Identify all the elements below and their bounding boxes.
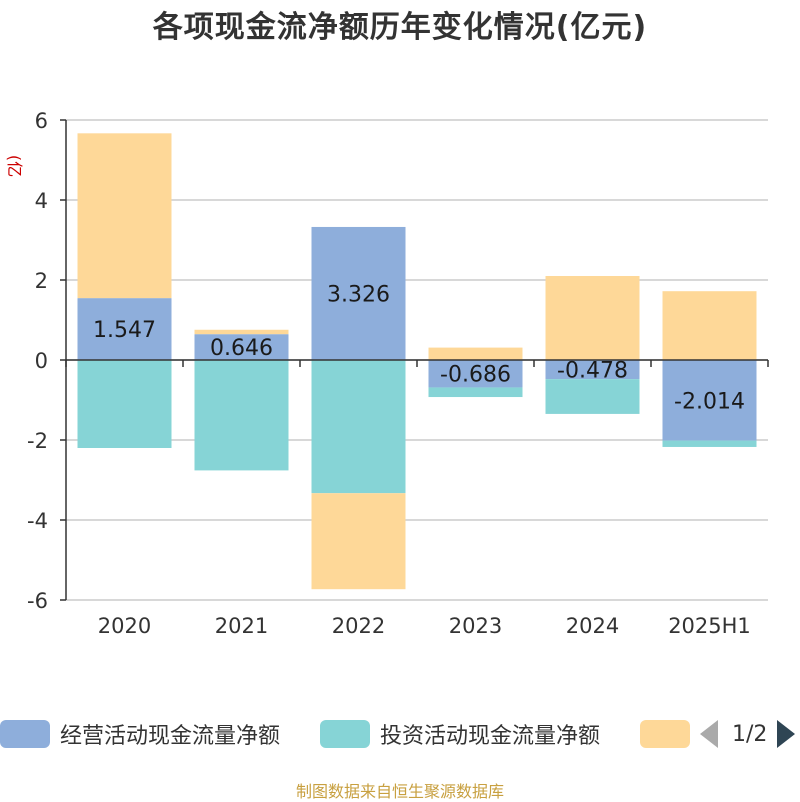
bar-segment [428, 360, 523, 388]
legend: 经营活动现金流量净额 投资活动现金流量净额 1/2 [0, 718, 800, 750]
y-tick-label: -6 [27, 589, 48, 613]
legend-swatch-third [640, 720, 690, 748]
bar-segment [77, 133, 172, 299]
x-tick-label: 2025H1 [668, 614, 751, 638]
x-tick-label: 2024 [566, 614, 619, 638]
bar-segment [428, 347, 523, 360]
legend-next-arrow-icon[interactable] [777, 720, 796, 748]
y-tick-label: 4 [35, 189, 48, 213]
bar-segment [77, 298, 172, 360]
y-tick-label: -4 [27, 509, 48, 533]
legend-label-investing: 投资活动现金流量净额 [380, 724, 601, 749]
bar-segment [662, 360, 757, 441]
x-tick-label: 2021 [215, 614, 268, 638]
legend-item-third[interactable] [640, 718, 700, 750]
bar-segment [77, 360, 172, 448]
data-label: 3.326 [327, 282, 390, 307]
bar-segment [194, 360, 289, 471]
x-tick-label: 2020 [98, 614, 151, 638]
bar-segment [545, 360, 640, 380]
y-tick-label: 2 [35, 269, 48, 293]
bar-segment [194, 334, 289, 360]
data-label: -2.014 [674, 389, 745, 414]
bar-segment [311, 226, 406, 360]
bar-segment [545, 276, 640, 360]
data-label: 0.646 [210, 336, 273, 361]
legend-prev-arrow-icon[interactable] [700, 720, 718, 748]
source-note: 制图数据来自恒生聚源数据库 [295, 782, 504, 801]
legend-page-indicator: 1/2 [732, 721, 768, 747]
y-tick-label: 0 [35, 349, 48, 373]
legend-item-investing[interactable]: 投资活动现金流量净额 [320, 718, 600, 750]
legend-label-operating: 经营活动现金流量净额 [60, 724, 281, 749]
y-tick-label: 6 [35, 109, 48, 133]
data-label: 1.547 [93, 318, 156, 343]
x-tick-label: 2023 [449, 614, 502, 638]
y-tick-label: -2 [27, 429, 48, 453]
legend-swatch-investing [320, 720, 370, 748]
bar-segment [194, 329, 289, 335]
data-label: -0.478 [557, 359, 628, 384]
bar-segment [662, 291, 757, 360]
legend-pager: 1/2 [700, 718, 796, 750]
data-label: -0.686 [440, 363, 511, 388]
bar-segment [662, 440, 757, 447]
x-tick-label: 2022 [332, 614, 385, 638]
bar-segment [428, 387, 523, 398]
legend-item-operating[interactable]: 经营活动现金流量净额 [0, 718, 280, 750]
bar-segment [311, 493, 406, 590]
bar-segment [311, 360, 406, 494]
bar-segment [545, 379, 640, 414]
chart-title: 各项现金流净额历年变化情况(亿元) [152, 10, 648, 45]
legend-swatch-operating [0, 720, 50, 748]
